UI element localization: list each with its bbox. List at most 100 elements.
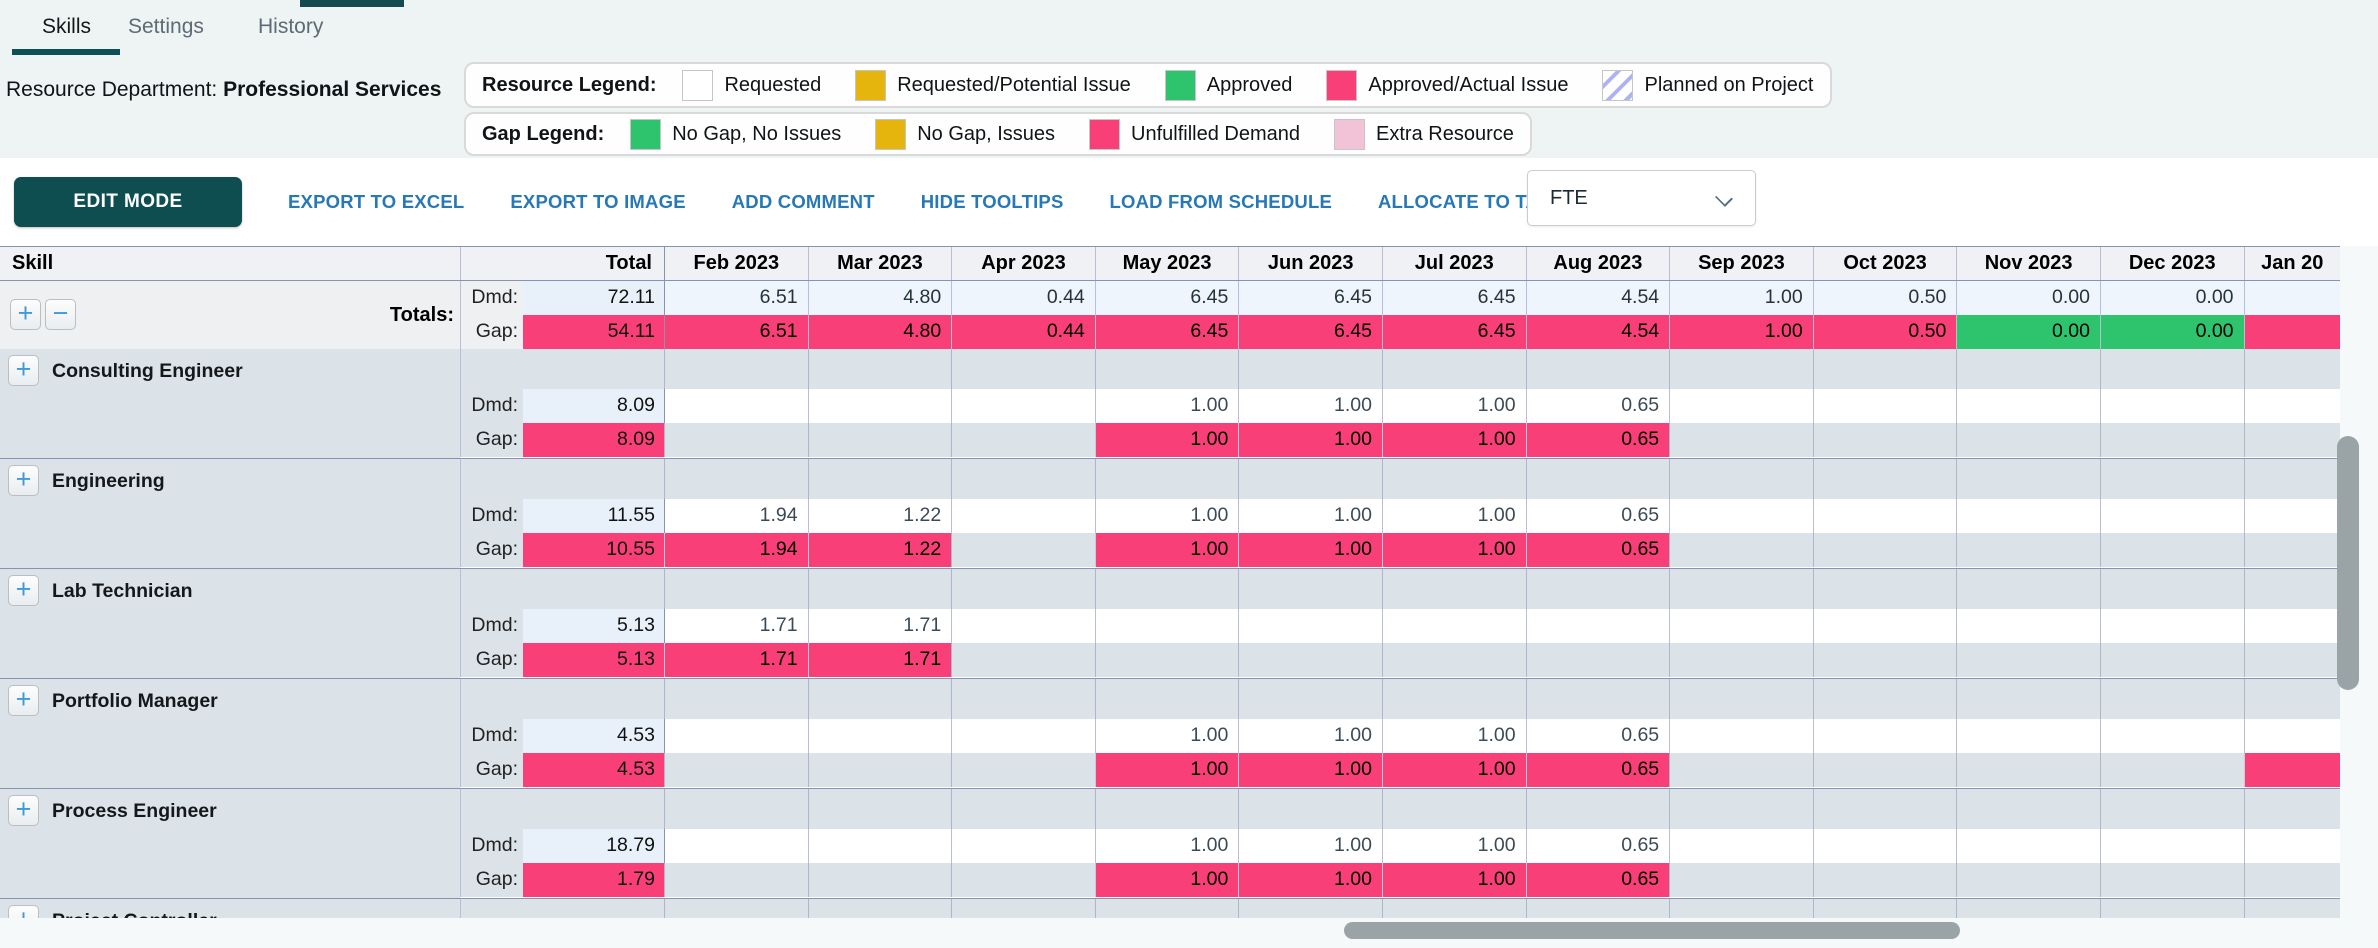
month-cell[interactable]: [951, 719, 1095, 753]
month-cell[interactable]: 6.51: [664, 315, 808, 349]
month-cell[interactable]: [2243, 789, 2340, 829]
month-cell[interactable]: [807, 753, 952, 787]
month-cell[interactable]: 1.00: [1381, 389, 1526, 423]
month-cell[interactable]: 1.00: [1094, 389, 1239, 423]
month-cell[interactable]: [1956, 459, 2100, 499]
month-cell[interactable]: [1956, 719, 2100, 753]
month-cell[interactable]: [1525, 349, 1670, 389]
month-cell[interactable]: [1094, 609, 1239, 643]
month-cell[interactable]: [2099, 863, 2244, 897]
month-cell[interactable]: [1956, 863, 2100, 897]
month-cell[interactable]: [1956, 609, 2100, 643]
horizontal-scrollbar[interactable]: [1344, 922, 1960, 939]
month-cell[interactable]: [1669, 609, 1813, 643]
month-cell[interactable]: 0.65: [1525, 423, 1670, 457]
month-cell[interactable]: [664, 459, 808, 499]
month-cell[interactable]: [1669, 349, 1813, 389]
tab-skills[interactable]: Skills: [42, 15, 92, 38]
edit-mode-button[interactable]: EDIT MODE: [14, 177, 242, 227]
month-cell[interactable]: 0.44: [951, 281, 1095, 315]
month-cell[interactable]: [1812, 349, 1957, 389]
month-cell[interactable]: [951, 389, 1095, 423]
month-cell[interactable]: [1812, 753, 1957, 787]
collapse-all-button[interactable]: −: [45, 299, 76, 330]
month-cell[interactable]: [1669, 389, 1813, 423]
month-cell[interactable]: [1094, 349, 1239, 389]
month-cell[interactable]: [1956, 423, 2100, 457]
month-cell[interactable]: [807, 569, 952, 609]
month-cell[interactable]: [2243, 533, 2340, 567]
month-cell[interactable]: [951, 863, 1095, 897]
month-cell[interactable]: [1094, 643, 1239, 677]
month-cell[interactable]: [1669, 789, 1813, 829]
expand-button[interactable]: +: [8, 795, 39, 826]
month-cell[interactable]: [1381, 459, 1526, 499]
month-cell[interactable]: 6.45: [1238, 315, 1382, 349]
month-cell[interactable]: [664, 753, 808, 787]
month-cell[interactable]: [2243, 569, 2340, 609]
month-cell[interactable]: [2099, 423, 2244, 457]
month-cell[interactable]: [807, 789, 952, 829]
month-cell[interactable]: 0.50: [1812, 281, 1957, 315]
month-cell[interactable]: [951, 643, 1095, 677]
month-cell[interactable]: [1812, 643, 1957, 677]
month-cell[interactable]: [2099, 533, 2244, 567]
month-cell[interactable]: 1.94: [664, 499, 808, 533]
month-cell[interactable]: 1.22: [807, 533, 952, 567]
load-from-schedule-link[interactable]: LOAD FROM SCHEDULE: [1109, 191, 1332, 212]
month-cell[interactable]: 1.94: [664, 533, 808, 567]
month-cell[interactable]: [1669, 643, 1813, 677]
tab-settings[interactable]: Settings: [128, 15, 204, 38]
month-cell[interactable]: [1669, 719, 1813, 753]
month-cell[interactable]: 0.00: [2099, 315, 2244, 349]
month-cell[interactable]: [807, 863, 952, 897]
month-cell[interactable]: [664, 569, 808, 609]
month-cell[interactable]: 1.00: [1238, 423, 1382, 457]
month-cell[interactable]: [1238, 609, 1382, 643]
month-cell[interactable]: [1238, 459, 1382, 499]
month-cell[interactable]: [1956, 789, 2100, 829]
month-cell[interactable]: [1525, 789, 1670, 829]
month-cell[interactable]: [2243, 863, 2340, 897]
month-cell[interactable]: 1.00: [1094, 423, 1239, 457]
month-cell[interactable]: [1812, 679, 1957, 719]
month-cell[interactable]: [2099, 753, 2244, 787]
month-cell[interactable]: 1.00: [1381, 719, 1526, 753]
month-cell[interactable]: [1525, 609, 1670, 643]
month-cell[interactable]: [2243, 679, 2340, 719]
month-cell[interactable]: [1094, 679, 1239, 719]
month-cell[interactable]: 1.71: [807, 643, 952, 677]
month-cell[interactable]: [807, 679, 952, 719]
month-cell[interactable]: 1.71: [664, 609, 808, 643]
month-cell[interactable]: [2243, 349, 2340, 389]
month-cell[interactable]: 1.00: [1381, 753, 1526, 787]
month-cell[interactable]: [1669, 459, 1813, 499]
month-cell[interactable]: [807, 423, 952, 457]
month-cell[interactable]: [1956, 533, 2100, 567]
expand-button[interactable]: +: [8, 355, 39, 386]
month-cell[interactable]: 1.00: [1669, 281, 1813, 315]
month-cell[interactable]: [1381, 643, 1526, 677]
month-cell[interactable]: [1669, 569, 1813, 609]
month-cell[interactable]: [951, 423, 1095, 457]
month-cell[interactable]: [1669, 753, 1813, 787]
month-cell[interactable]: [2099, 349, 2244, 389]
month-cell[interactable]: [2099, 499, 2244, 533]
expand-button[interactable]: +: [8, 685, 39, 716]
month-cell[interactable]: [1669, 679, 1813, 719]
month-cell[interactable]: [2243, 423, 2340, 457]
month-cell[interactable]: 1.00: [1238, 829, 1382, 863]
month-cell[interactable]: 1.00: [1094, 829, 1239, 863]
month-cell[interactable]: [1381, 679, 1526, 719]
month-cell[interactable]: [1238, 643, 1382, 677]
month-cell[interactable]: [2243, 643, 2340, 677]
month-cell[interactable]: [664, 679, 808, 719]
month-cell[interactable]: 4.80: [807, 315, 952, 349]
month-cell[interactable]: [1812, 609, 1957, 643]
month-cell[interactable]: [807, 459, 952, 499]
month-cell[interactable]: 1.00: [1381, 829, 1526, 863]
month-cell[interactable]: 1.00: [1238, 753, 1382, 787]
month-cell[interactable]: [2243, 719, 2340, 753]
month-cell[interactable]: [951, 829, 1095, 863]
month-cell[interactable]: [2243, 389, 2340, 423]
